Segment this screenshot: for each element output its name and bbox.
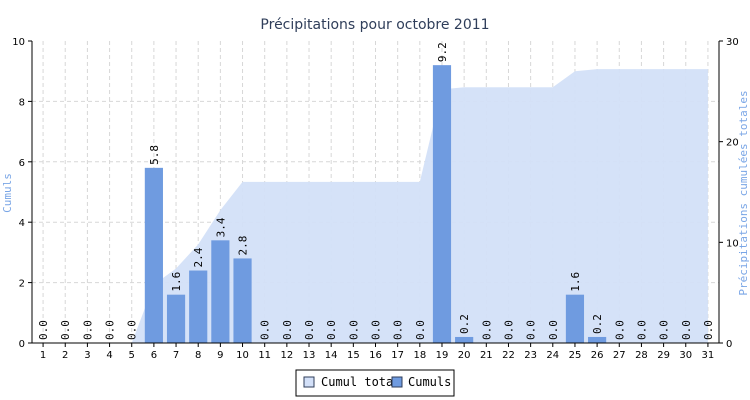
data-label-day-4: 0.0 bbox=[104, 320, 117, 340]
data-label-day-23: 0.0 bbox=[525, 320, 538, 340]
data-label-day-5: 0.0 bbox=[126, 320, 139, 340]
x-tick-label-14: 14 bbox=[325, 350, 338, 361]
bar-day-6 bbox=[144, 167, 163, 343]
x-tick-label-12: 12 bbox=[280, 350, 293, 361]
right-tick-label: 30 bbox=[726, 37, 739, 48]
right-tick-label: 0 bbox=[726, 339, 732, 350]
x-tick-label-17: 17 bbox=[391, 350, 404, 361]
data-label-day-22: 0.0 bbox=[502, 320, 515, 340]
bar-day-10 bbox=[233, 258, 252, 343]
x-tick-label-22: 22 bbox=[502, 350, 515, 361]
data-label-day-25: 1.6 bbox=[569, 272, 582, 292]
data-label-day-7: 1.6 bbox=[170, 272, 183, 292]
x-tick-label-24: 24 bbox=[546, 350, 559, 361]
data-label-day-31: 0.0 bbox=[702, 320, 715, 340]
data-label-day-27: 0.0 bbox=[613, 320, 626, 340]
left-tick-label: 6 bbox=[19, 158, 25, 169]
x-tick-label-21: 21 bbox=[480, 350, 493, 361]
data-label-day-29: 0.0 bbox=[658, 320, 671, 340]
x-tick-label-8: 8 bbox=[195, 350, 201, 361]
x-tick-label-2: 2 bbox=[62, 350, 68, 361]
data-label-day-3: 0.0 bbox=[81, 320, 94, 340]
legend-label-cumul-total: Cumul total bbox=[321, 375, 400, 389]
data-label-day-1: 0.0 bbox=[37, 320, 50, 340]
right-axis-title: Précipitations cumulées totales bbox=[737, 90, 750, 295]
x-tick-label-26: 26 bbox=[591, 350, 604, 361]
data-label-day-2: 0.0 bbox=[59, 320, 72, 340]
x-tick-label-19: 19 bbox=[436, 350, 449, 361]
x-tick-label-30: 30 bbox=[679, 350, 692, 361]
plot-area: 0.0 0.0 0.0 0.0 0.05.81.62.43.42.80.0 0.0 0.0 0… bbox=[1, 37, 750, 361]
x-tick-label-31: 31 bbox=[702, 350, 715, 361]
data-label-day-20: 0.2 bbox=[458, 314, 471, 334]
data-label-day-17: 0.0 bbox=[392, 320, 405, 340]
bar-day-8 bbox=[189, 270, 208, 343]
cumulative-area bbox=[43, 69, 708, 343]
x-tick-label-18: 18 bbox=[413, 350, 426, 361]
x-tick-label-5: 5 bbox=[129, 350, 135, 361]
x-tick-label-13: 13 bbox=[303, 350, 316, 361]
legend-label-cumuls: Cumuls bbox=[408, 375, 451, 389]
data-label-day-26: 0.2 bbox=[591, 314, 604, 334]
x-tick-label-28: 28 bbox=[635, 350, 648, 361]
bar-day-7 bbox=[166, 294, 186, 343]
left-tick-label: 8 bbox=[19, 97, 25, 108]
data-label-day-30: 0.0 bbox=[680, 320, 693, 340]
right-tick-label: 20 bbox=[726, 138, 739, 149]
data-label-day-18: 0.0 bbox=[414, 320, 427, 340]
x-tick-label-16: 16 bbox=[369, 350, 382, 361]
x-tick-label-27: 27 bbox=[613, 350, 626, 361]
left-tick-label: 10 bbox=[12, 37, 25, 48]
left-tick-label: 0 bbox=[19, 339, 25, 350]
data-label-day-28: 0.0 bbox=[635, 320, 648, 340]
bar-series-cumuls bbox=[144, 65, 607, 343]
left-tick-label: 4 bbox=[19, 218, 25, 229]
legend-box bbox=[295, 369, 455, 397]
bar-day-26 bbox=[588, 336, 607, 343]
legend-swatch-cumuls bbox=[391, 376, 403, 388]
x-tick-label-4: 4 bbox=[106, 350, 112, 361]
data-label-day-21: 0.0 bbox=[480, 320, 493, 340]
x-tick-label-23: 23 bbox=[524, 350, 537, 361]
data-label-day-16: 0.0 bbox=[370, 320, 383, 340]
x-tick-label-11: 11 bbox=[258, 350, 271, 361]
bar-day-19 bbox=[432, 65, 452, 343]
data-label-day-14: 0.0 bbox=[325, 320, 338, 340]
left-tick-label: 2 bbox=[19, 279, 25, 290]
left-axis-title: Cumuls bbox=[1, 173, 14, 213]
legend: Cumul total Cumuls bbox=[295, 369, 455, 397]
chart-title: Précipitations pour octobre 2011 bbox=[260, 17, 489, 33]
data-label-day-12: 0.0 bbox=[281, 320, 294, 340]
x-tick-label-25: 25 bbox=[569, 350, 582, 361]
x-tick-label-1: 1 bbox=[40, 350, 46, 361]
bar-day-25 bbox=[565, 294, 585, 343]
data-label-day-19: 9.2 bbox=[436, 42, 449, 62]
data-label-day-15: 0.0 bbox=[347, 320, 360, 340]
data-label-day-10: 2.8 bbox=[237, 236, 250, 256]
x-tick-label-6: 6 bbox=[151, 350, 157, 361]
right-tick-label: 10 bbox=[726, 238, 739, 249]
x-tick-label-9: 9 bbox=[217, 350, 223, 361]
data-label-day-24: 0.0 bbox=[547, 320, 560, 340]
bar-day-20 bbox=[455, 336, 474, 343]
data-label-day-13: 0.0 bbox=[303, 320, 316, 340]
x-tick-label-7: 7 bbox=[173, 350, 179, 361]
x-tick-label-29: 29 bbox=[657, 350, 670, 361]
x-tick-label-10: 10 bbox=[236, 350, 249, 361]
bar-data-labels: 0.0 0.0 0.0 0.0 0.0 5.8 1.6 2.4 3.4 2.8 0.0 0.0 0.0 0… bbox=[37, 42, 715, 340]
x-tick-label-3: 3 bbox=[84, 350, 90, 361]
data-label-day-9: 3.4 bbox=[214, 217, 227, 237]
data-label-day-6: 5.8 bbox=[148, 145, 161, 165]
x-tick-label-15: 15 bbox=[347, 350, 360, 361]
legend-swatch-cumul-total bbox=[303, 376, 315, 388]
data-label-day-11: 0.0 bbox=[259, 320, 272, 340]
bar-day-9 bbox=[211, 240, 230, 343]
data-label-day-8: 2.4 bbox=[192, 247, 205, 267]
area-series-cumul-total bbox=[43, 69, 708, 343]
x-tick-label-20: 20 bbox=[458, 350, 471, 361]
